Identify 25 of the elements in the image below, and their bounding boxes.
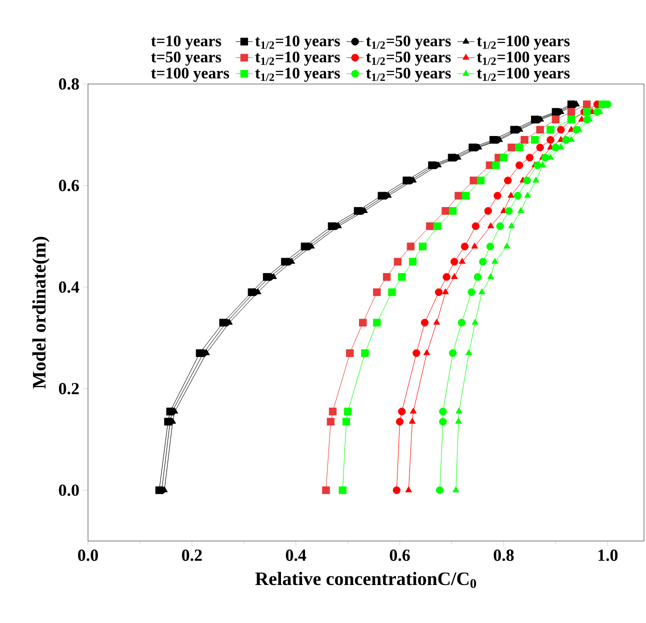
legend-label: t$_{1/2}$=50 years [366,36,451,50]
x-tick-label: 0.0 [78,550,98,562]
y-tick-label: 0.6 [58,180,79,192]
legend-label: t$_{1/2}$=100 years [476,52,570,66]
legend-label: t$_{1/2}$=10 years [255,68,340,82]
y-axis-title: Model ordinate(m) [32,236,50,389]
text: t=100 years [151,68,230,82]
legend-label: t$_{1/2}$=50 years [366,52,451,66]
x-tick-label: 0.6 [390,550,410,562]
y-tick-label: 0.4 [58,281,80,293]
y-tick-label: 0.2 [58,382,79,394]
x-tick-label: 0.2 [182,550,202,562]
legend-label: t$_{1/2}$=10 years [255,36,340,50]
legend-label: t$_{1/2}$=50 years [366,68,451,82]
text: t=10 years [151,36,222,50]
y-tick-label: 0.0 [58,484,79,496]
legend-label: t$_{1/2}$=10 years [255,52,340,66]
y-tick-label: 0.8 [58,78,79,90]
x-axis-title: Relative concentrationC/C$_{0}$ [255,572,476,588]
legend-label: t$_{1/2}$=100 years [476,68,570,82]
x-tick-label: 1.0 [598,550,618,562]
legend-label: t$_{1/2}$=100 years [476,36,570,50]
x-tick-label: 0.8 [494,550,514,562]
text: t=50 years [151,52,222,66]
x-tick-label: 0.4 [286,550,306,562]
